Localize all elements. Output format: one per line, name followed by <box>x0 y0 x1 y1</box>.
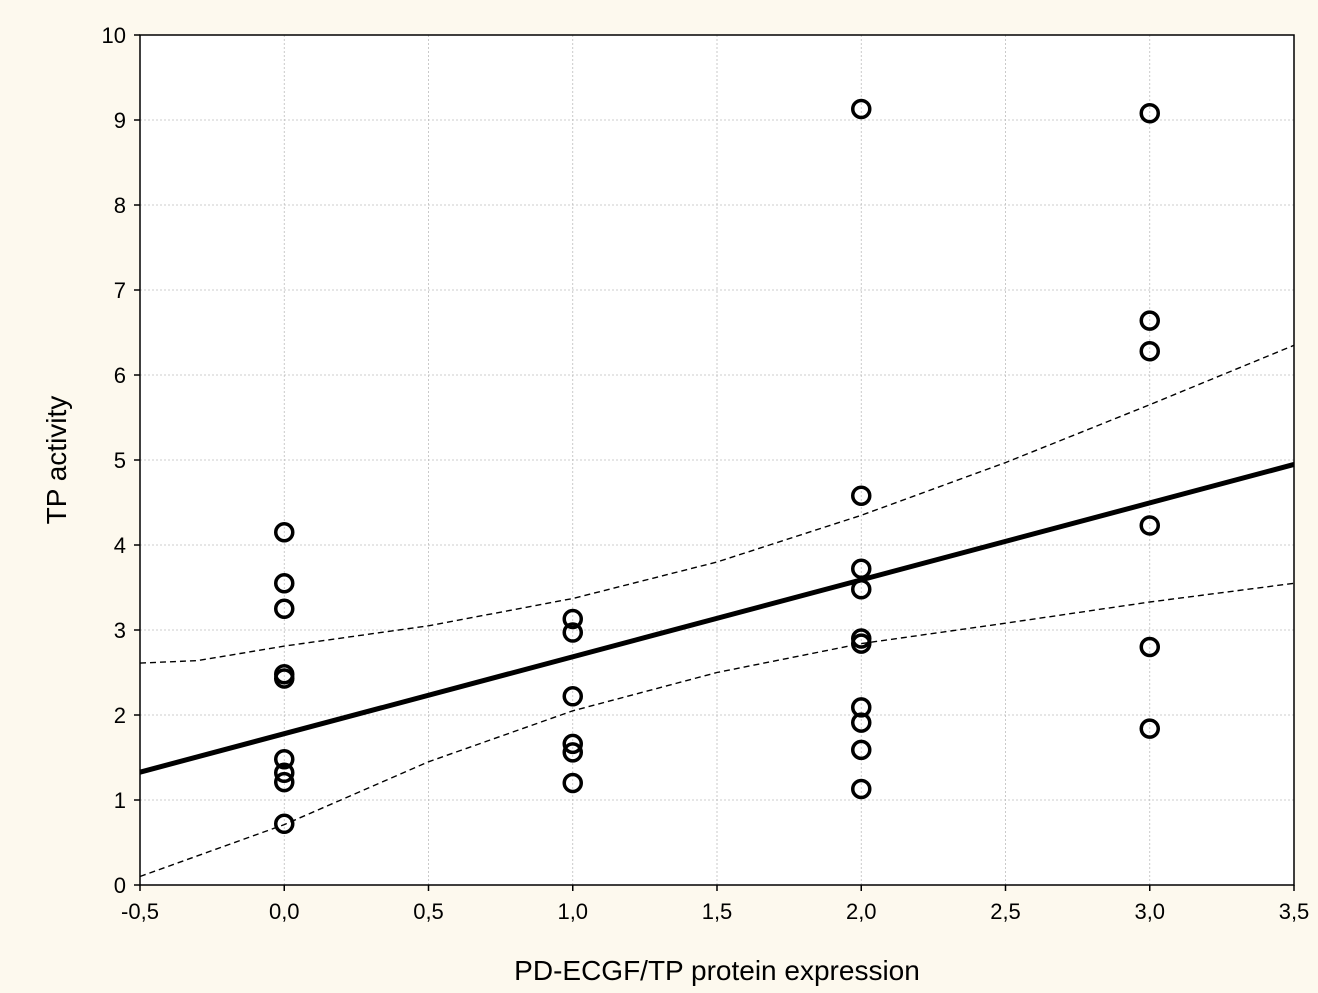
data-point <box>562 622 583 643</box>
x-tick-label: 3,0 <box>1134 899 1165 924</box>
data-point <box>274 598 295 619</box>
data-point <box>562 608 583 630</box>
x-tick-label: 2,0 <box>846 899 877 924</box>
data-point <box>851 485 872 506</box>
x-tick-label: 2,5 <box>990 899 1021 924</box>
x-tick-label: 0,5 <box>413 899 444 924</box>
y-tick-label: 9 <box>114 108 126 133</box>
data-point <box>851 578 872 600</box>
data-point <box>1139 102 1160 124</box>
data-point <box>1139 718 1160 739</box>
data-point <box>274 762 295 784</box>
data-points <box>274 98 1160 835</box>
data-point <box>851 739 872 761</box>
data-point <box>274 668 295 689</box>
data-point <box>851 558 872 580</box>
x-tick-label: 1,0 <box>557 899 588 924</box>
data-point <box>562 772 583 794</box>
confidence-upper-line <box>139 344 1295 664</box>
y-tick-label: 1 <box>114 788 126 813</box>
data-point <box>562 733 583 755</box>
data-point <box>1139 636 1160 658</box>
data-point <box>1139 515 1160 536</box>
y-tick-label: 4 <box>114 533 126 558</box>
confidence-lower-line <box>139 582 1295 878</box>
y-tick-label: 8 <box>114 193 126 218</box>
data-point <box>274 813 295 835</box>
x-axis-title: PD-ECGF/TP protein expression <box>514 955 920 986</box>
data-point <box>851 712 872 733</box>
data-point <box>562 686 583 707</box>
x-tick-label: -0,5 <box>121 899 159 924</box>
data-point <box>562 742 583 763</box>
y-tick-label: 2 <box>114 703 126 728</box>
y-tick-label: 0 <box>114 873 126 898</box>
data-point <box>851 778 872 800</box>
y-tick-label: 3 <box>114 618 126 643</box>
confidence-band <box>139 344 1295 878</box>
x-tick-label: 3,5 <box>1279 899 1310 924</box>
y-tick-label: 10 <box>102 23 126 48</box>
data-point <box>274 748 295 770</box>
data-point <box>1139 340 1160 362</box>
y-axis-title: TP activity <box>41 396 72 525</box>
data-point <box>274 522 295 543</box>
grid <box>140 35 1294 885</box>
regression-layer <box>139 462 1295 775</box>
y-tick-label: 6 <box>114 363 126 388</box>
data-point <box>274 573 295 594</box>
data-point <box>851 98 872 120</box>
x-tick-label: 0,0 <box>269 899 300 924</box>
data-point <box>851 633 872 654</box>
x-tick-label: 1,5 <box>702 899 733 924</box>
y-tick-label: 5 <box>114 448 126 473</box>
data-point <box>1139 310 1160 331</box>
data-point <box>274 771 295 793</box>
regression-line <box>139 462 1295 775</box>
axes: -0,5 0,0 0,5 1,0 1,5 2,0 2,5 3,0 3,5 0 1 2 3 4 5 6 7 8 9 10 <box>102 23 1310 924</box>
y-tick-label: 7 <box>114 278 126 303</box>
